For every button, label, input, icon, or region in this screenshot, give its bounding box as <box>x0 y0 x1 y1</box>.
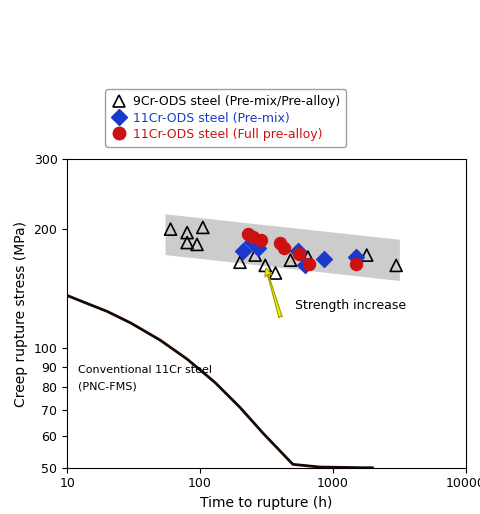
Point <box>254 244 262 252</box>
Point <box>244 230 252 238</box>
Point <box>199 223 207 231</box>
X-axis label: Time to rupture (h): Time to rupture (h) <box>200 496 333 510</box>
Point <box>167 225 174 233</box>
Point <box>320 255 328 263</box>
Point <box>287 256 294 264</box>
Text: Conventional 11Cr steel: Conventional 11Cr steel <box>78 365 212 375</box>
Point <box>183 229 191 237</box>
Point <box>183 238 191 247</box>
Point <box>250 233 257 241</box>
Point <box>276 238 284 247</box>
Point <box>295 247 302 255</box>
Point <box>296 250 303 258</box>
Point <box>272 269 279 277</box>
Point <box>239 247 247 255</box>
Legend: 9Cr-ODS steel (Pre-mix/Pre-alloy), 11Cr-ODS steel (Pre-mix), 11Cr-ODS steel (Ful: 9Cr-ODS steel (Pre-mix/Pre-alloy), 11Cr-… <box>105 89 347 147</box>
Point <box>363 251 371 259</box>
Point <box>262 261 269 269</box>
Point <box>236 258 244 266</box>
Point <box>251 251 259 259</box>
Point <box>301 261 309 269</box>
Polygon shape <box>166 214 400 281</box>
Point <box>280 244 288 252</box>
Point <box>304 253 312 261</box>
Point <box>193 241 201 249</box>
Y-axis label: Creep rupture stress (MPa): Creep rupture stress (MPa) <box>14 221 28 407</box>
Text: (PNC-FMS): (PNC-FMS) <box>78 382 136 392</box>
Point <box>257 235 265 244</box>
Point <box>305 260 313 268</box>
Text: Strength increase: Strength increase <box>295 300 406 313</box>
Point <box>352 260 360 268</box>
Point <box>248 237 255 246</box>
Point <box>392 261 400 269</box>
Point <box>352 253 360 261</box>
